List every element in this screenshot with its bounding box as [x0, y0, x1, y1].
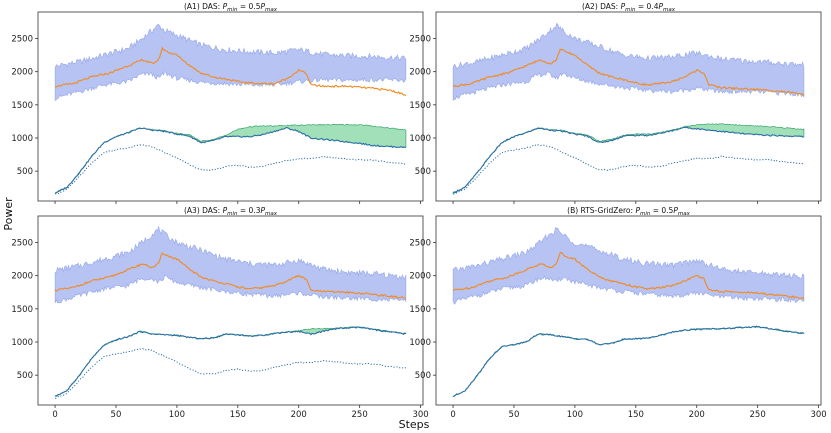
panel-4: 500 1000 1500 2000 2500 0 50 100 150 200 250 300 (B)…: [409, 206, 826, 420]
plot-area: [452, 227, 805, 398]
y-tick-label: 500: [17, 371, 33, 381]
y-tick-label: 2000: [11, 272, 33, 282]
math-eq: = 0.4: [636, 2, 659, 11]
panel-frame: [435, 215, 822, 406]
math-eq: = 0.3: [238, 206, 261, 215]
math-eq: = 0.5: [650, 206, 673, 215]
x-axis-label: Steps: [399, 418, 430, 431]
actual-line: [452, 325, 805, 397]
uncertainty-band: [54, 24, 407, 101]
y-tick-label: 2500: [409, 239, 431, 249]
panel-frame: [37, 215, 424, 406]
math-p: P: [223, 2, 228, 11]
x-tick-label: 150: [628, 410, 644, 420]
x-tick-label: 150: [230, 410, 246, 420]
x-tick-label: 50: [509, 410, 520, 420]
math-sub: max: [663, 7, 676, 13]
math-p: P: [635, 206, 640, 215]
math-p: P: [621, 2, 626, 11]
y-tick-label: 1000: [409, 134, 431, 144]
y-tick-label: 500: [415, 371, 431, 381]
panel-title: (A2) DAS: Pmin = 0.4Pmax: [582, 2, 676, 13]
math-sub: max: [265, 211, 278, 217]
forecast-line: [54, 252, 406, 299]
y-tick-label: 1000: [11, 338, 33, 348]
y-axis-label: Power: [2, 197, 15, 231]
math-p: P: [260, 2, 265, 11]
y-tick-label: 1500: [409, 101, 431, 111]
math-sub: min: [227, 211, 238, 217]
dotted-line: [54, 347, 407, 399]
shortfall-region: [452, 325, 805, 398]
panel-title-prefix: (A2) DAS:: [582, 2, 621, 11]
y-tick-label: 2000: [409, 272, 431, 282]
panel-title: (A1) DAS: Pmin = 0.5Pmax: [184, 2, 278, 13]
math-sub: max: [265, 7, 278, 13]
math-p: P: [673, 206, 678, 215]
y-tick-label: 2500: [11, 35, 33, 45]
forecast-line: [54, 46, 407, 97]
forecast-line: [452, 48, 805, 96]
x-tick-label: 100: [567, 410, 583, 420]
uncertainty-band: [452, 22, 805, 101]
x-tick-label: 200: [291, 410, 307, 420]
x-tick-label: 50: [111, 410, 122, 420]
panel-title: (B) RTS-GridZero: Pmin = 0.5Pmax: [567, 206, 690, 217]
x-tick-label: 200: [689, 410, 705, 420]
dotted-line: [54, 144, 407, 195]
plot-area: [54, 225, 407, 399]
y-tick-label: 2000: [409, 68, 431, 78]
panel-3: 500 1000 1500 2000 2500 0 50 100 150 200 250 300 (A3…: [11, 206, 428, 420]
actual-line: [54, 326, 407, 397]
uncertainty-band: [54, 225, 407, 304]
y-tick-label: 500: [17, 167, 33, 177]
uncertainty-band: [452, 227, 805, 305]
x-tick-label: 100: [169, 410, 185, 420]
plot-area: [54, 24, 407, 195]
y-tick-label: 1000: [11, 134, 33, 144]
math-p: P: [223, 206, 228, 215]
y-tick-label: 1500: [409, 305, 431, 315]
plot-area: [452, 22, 805, 195]
panel-title-prefix: (B) RTS-GridZero:: [567, 206, 635, 215]
actual-line: [54, 126, 406, 194]
y-tick-label: 500: [415, 167, 431, 177]
x-tick-label: 300: [810, 410, 826, 420]
forecast-line: [453, 251, 805, 300]
math-eq: = 0.5: [238, 2, 261, 11]
math-p: P: [658, 2, 663, 11]
math-sub: max: [678, 211, 691, 217]
x-tick-label: 0: [450, 410, 455, 420]
panel-frame: [37, 11, 424, 202]
x-tick-label: 250: [750, 410, 766, 420]
y-tick-label: 1000: [409, 338, 431, 348]
panel-title: (A3) DAS: Pmin = 0.3Pmax: [184, 206, 278, 217]
shortfall-region: [54, 326, 407, 397]
x-tick-label: 300: [412, 410, 428, 420]
y-tick-label: 2000: [11, 68, 33, 78]
y-tick-label: 1500: [11, 101, 33, 111]
math-sub: min: [227, 7, 238, 13]
y-tick-label: 1500: [11, 305, 33, 315]
math-p: P: [260, 206, 265, 215]
y-tick-label: 2500: [409, 35, 431, 45]
math-sub: min: [640, 211, 651, 217]
math-sub: min: [625, 7, 636, 13]
panel-title-prefix: (A1) DAS:: [184, 2, 223, 11]
panel-frame: [435, 11, 822, 202]
y-tick-label: 2500: [11, 239, 33, 249]
actual-line: [452, 126, 805, 194]
x-tick-label: 0: [52, 410, 57, 420]
x-tick-label: 250: [352, 410, 368, 420]
panel-title-prefix: (A3) DAS:: [184, 206, 223, 215]
dotted-line: [453, 143, 804, 195]
